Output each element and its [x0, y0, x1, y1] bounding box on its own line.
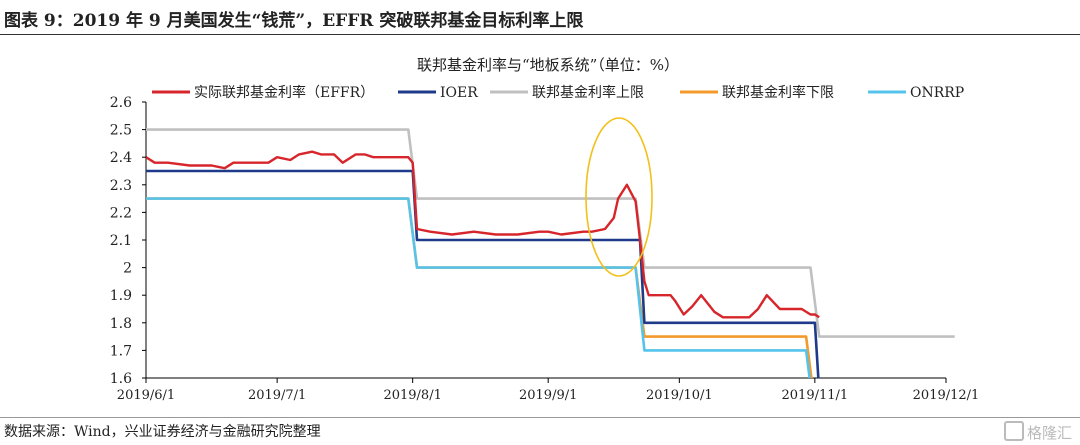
y-tick-label: 1.8: [110, 316, 132, 332]
x-tick-label: 2019/10/1: [646, 388, 713, 403]
y-tick-label: 2.4: [110, 150, 132, 166]
x-tick-label: 2019/7/1: [248, 388, 306, 403]
source-note: 数据来源：Wind，兴业证券经济与金融研究院整理: [4, 424, 321, 440]
y-tick-label: 2.2: [110, 205, 132, 221]
footer-rule: [0, 417, 1080, 418]
x-tick-label: 2019/8/1: [383, 388, 441, 403]
y-tick-label: 1.6: [110, 371, 132, 387]
watermark-text: 格隆汇: [1027, 424, 1073, 442]
y-tick-label: 2.1: [110, 233, 132, 249]
x-tick-label: 2019/9/1: [519, 388, 577, 403]
watermark: 格隆汇: [1004, 421, 1072, 443]
y-tick-label: 1.9: [110, 288, 132, 304]
legend-label: 联邦基金利率下限: [722, 84, 834, 101]
watermark-logo-icon: [1004, 421, 1024, 441]
y-tick-label: 1.7: [110, 343, 132, 359]
series-line-0: [146, 150, 820, 319]
legend-label: 联邦基金利率上限: [532, 84, 644, 101]
y-tick-label: 2: [123, 261, 132, 277]
y-tick-label: 2.5: [110, 123, 132, 139]
spike-highlight-ellipse: [585, 117, 653, 277]
figure-title: 图表 9：2019 年 9 月美国发生“钱荒”，EFFR 突破联邦基金目标利率上…: [4, 11, 584, 31]
legend: 实际联邦基金利率（EFFR） IOER 联邦基金利率上限 联邦基金利率下限 ONRRP: [152, 84, 964, 101]
y-tick-label: 2.6: [110, 95, 132, 111]
x-tick-label: 2019/11/1: [782, 388, 849, 403]
chart-title: 联邦基金利率与“地板系统”（单位：%）: [417, 56, 679, 74]
x-tick-label: 2019/12/1: [913, 388, 980, 403]
legend-label: 实际联邦基金利率（EFFR）: [194, 84, 374, 101]
axes: 1.6 1.7 1.8 1.9 2 2.1 2.2 2.3 2.4 2.5 2.6 2019/6/1 2…: [110, 95, 980, 403]
y-tick-label: 2.3: [110, 178, 132, 194]
title-rule: [0, 34, 1080, 35]
legend-label: ONRRP: [910, 85, 964, 101]
legend-label: IOER: [440, 85, 478, 101]
series-line-4: [146, 197, 811, 378]
series-line-1: [146, 169, 820, 378]
series-layer: [146, 128, 955, 378]
series-line-3: [146, 197, 813, 378]
x-tick-label: 2019/6/1: [117, 388, 175, 403]
